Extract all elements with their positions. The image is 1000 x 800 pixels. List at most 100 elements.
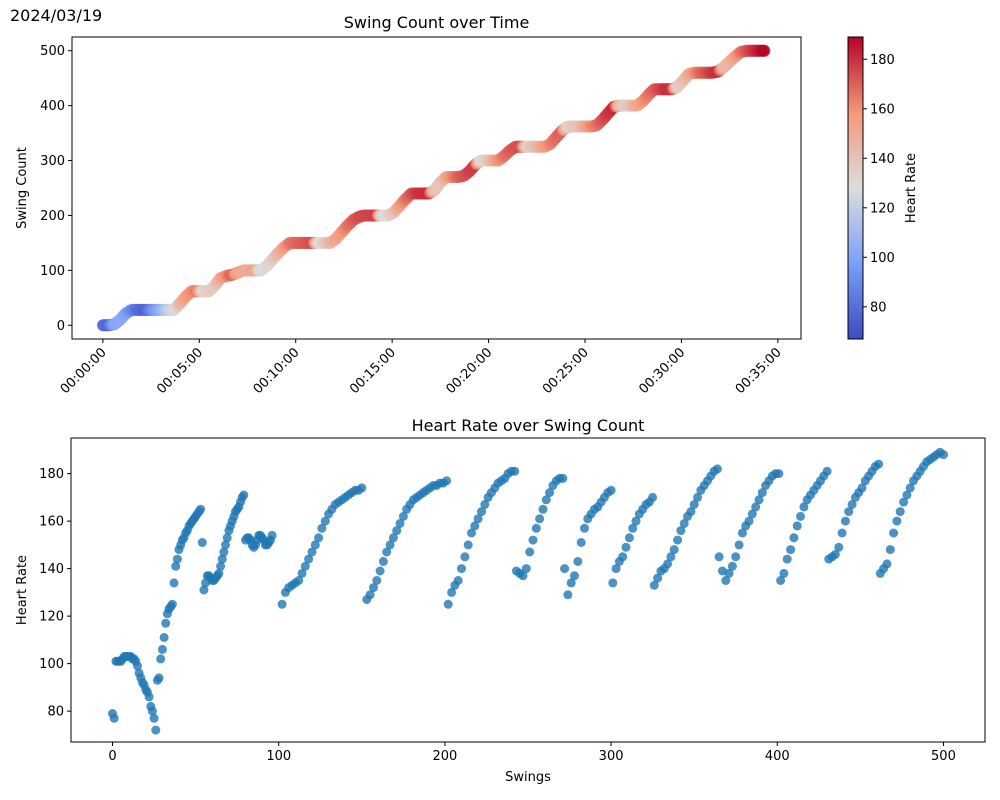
chart1-x-tick-label: 00:20:00	[444, 345, 496, 397]
chart2-point	[304, 554, 314, 564]
chart2-point	[889, 528, 899, 538]
chart1-x-tick-label: 00:30:00	[636, 345, 688, 397]
chart1-y-axis-label: Swing Count	[15, 147, 30, 229]
chart2-y-tick-label: 160	[39, 515, 64, 530]
chart2-point	[470, 521, 480, 531]
chart2-point	[320, 516, 330, 526]
chart2-point	[277, 599, 287, 609]
chart2-x-tick-label: 300	[599, 749, 624, 764]
chart2-point	[857, 483, 867, 493]
chart2-point	[375, 566, 385, 576]
chart2-point	[847, 500, 857, 509]
chart2-point	[157, 644, 167, 654]
chart2-point	[747, 509, 757, 519]
colorbar-gradient	[847, 36, 864, 340]
chart2-point	[653, 573, 663, 583]
chart2-point	[453, 576, 463, 585]
chart2-point	[144, 692, 154, 702]
heart-rate-chart: Heart Rate over Swing Count 0 100 200 300 40…	[15, 416, 986, 785]
chart1-x-tick-label: 00:05:00	[154, 345, 206, 397]
chart2-point	[314, 533, 324, 543]
chart2-point	[310, 540, 320, 550]
chart2-point	[782, 554, 792, 564]
chart2-point	[576, 538, 586, 547]
chart2-point	[830, 549, 840, 559]
chart2-point	[874, 459, 884, 469]
chart2-point	[666, 552, 676, 562]
chart1-y-tick-label: 100	[40, 264, 65, 279]
chart2-point	[895, 507, 905, 517]
chart2-point	[721, 576, 731, 585]
chart2-point	[365, 590, 375, 600]
chart2-point	[463, 540, 473, 550]
chart2-point	[392, 526, 402, 536]
chart2-point	[631, 516, 641, 526]
chart2-x-tick-label: 500	[931, 749, 956, 764]
chart2-point	[608, 578, 618, 588]
chart2-point	[171, 561, 181, 571]
chart2-point	[939, 450, 948, 460]
chart2-point	[792, 521, 802, 531]
chart2-point	[686, 507, 696, 517]
chart2-point	[159, 633, 169, 642]
chart2-point	[300, 561, 310, 571]
chart2-point	[712, 464, 722, 474]
chart2-point	[563, 590, 573, 600]
chart2-point	[317, 523, 327, 533]
chart2-y-tick-label: 80	[47, 705, 64, 720]
chart2-frame	[70, 437, 986, 743]
chart2-point	[580, 523, 589, 533]
chart2-point	[840, 516, 850, 526]
chart2-point	[545, 488, 555, 498]
chart2-point	[560, 564, 570, 574]
chart2-point	[216, 561, 226, 571]
chart2-point	[297, 568, 307, 578]
chart2-point	[724, 568, 734, 578]
colorbar-tick-label: 120	[870, 201, 895, 216]
chart2-point	[621, 542, 631, 552]
colorbar-ticks: 80 100 120 140 160 180	[863, 53, 895, 315]
chart2-point	[779, 568, 789, 578]
chart2-point	[570, 571, 579, 581]
chart2-point	[618, 552, 628, 562]
chart2-point	[133, 661, 142, 671]
chart2-point	[467, 528, 476, 538]
chart2-point	[531, 523, 541, 533]
chart2-point	[611, 564, 621, 574]
chart2-point	[443, 599, 453, 609]
chart2-point	[573, 557, 583, 566]
chart1-y-ticks: 0 100 200 300 400 500	[40, 44, 72, 334]
chart2-y-tick-label: 140	[39, 562, 64, 577]
chart2-point	[754, 495, 764, 505]
chart2-point	[525, 547, 535, 557]
chart2-point	[558, 473, 568, 483]
chart1-points	[96, 44, 771, 332]
chart2-point	[535, 514, 545, 524]
chart2-point	[693, 492, 702, 502]
chart2-point	[669, 545, 679, 555]
chart2-point	[844, 507, 854, 517]
chart2-point	[457, 564, 466, 574]
chart2-point	[541, 495, 551, 505]
chart2-point	[673, 535, 683, 545]
chart2-point	[774, 469, 784, 479]
colorbar-label: Heart Rate	[904, 153, 919, 223]
chart2-point	[378, 557, 388, 566]
chart2-point	[460, 552, 470, 562]
chart2-point	[628, 523, 638, 533]
chart2-point	[196, 504, 206, 514]
chart2-point	[447, 587, 457, 597]
chart2-point	[789, 533, 799, 543]
chart2-point	[757, 488, 767, 498]
chart2-point	[395, 519, 405, 528]
swing-count-chart: Swing Count over Time 00:00:00 00:05:00 00…	[15, 13, 802, 397]
chart2-y-ticks: 80 100 120 140 160 180	[39, 467, 71, 720]
chart2-point	[214, 568, 224, 578]
chart2-point	[172, 554, 182, 564]
chart1-x-tick-label: 00:15:00	[347, 345, 399, 397]
chart2-point	[727, 561, 737, 571]
chart1-y-tick-label: 0	[57, 319, 65, 334]
chart1-x-tick-label: 00:10:00	[251, 345, 303, 397]
chart2-y-tick-label: 180	[39, 467, 64, 482]
